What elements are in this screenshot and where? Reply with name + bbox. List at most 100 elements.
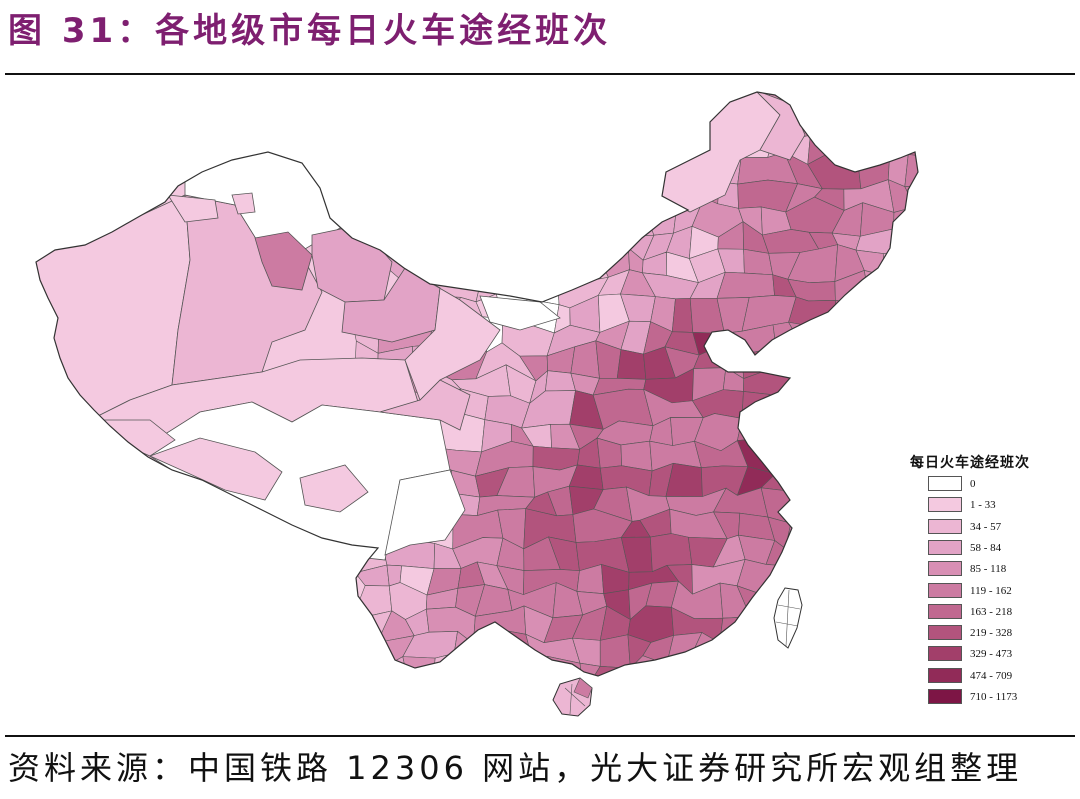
legend-label: 85 - 118 (970, 563, 1007, 576)
map-region (885, 345, 918, 377)
map-region (867, 441, 889, 469)
map-region (916, 375, 918, 404)
map-region (859, 461, 889, 496)
map-region (616, 105, 646, 141)
map-region (666, 92, 694, 115)
map-region (769, 427, 788, 441)
map-region (472, 92, 506, 114)
map-region (450, 708, 483, 732)
map-region (629, 128, 679, 154)
map-region (496, 203, 557, 237)
map-boundary (785, 589, 790, 647)
map-region (448, 653, 488, 676)
map-region (807, 441, 870, 474)
map-region (573, 677, 593, 699)
map-region (363, 124, 389, 158)
map-region (551, 255, 579, 285)
map-region (377, 174, 412, 203)
map-region (859, 532, 888, 565)
map-region (603, 706, 621, 735)
map-region (570, 340, 600, 379)
map-region (406, 224, 435, 256)
map-boundary (777, 604, 801, 610)
map-region (382, 103, 429, 140)
map-region (770, 437, 788, 475)
map-region (767, 701, 809, 735)
map-region (860, 633, 886, 660)
map-region (616, 706, 655, 731)
map-region (546, 92, 580, 113)
map-region (384, 469, 466, 556)
map-region (906, 202, 918, 231)
map-region (455, 253, 488, 285)
map-region (650, 712, 679, 731)
map-region (855, 353, 895, 367)
map-region (471, 181, 505, 213)
map-region (431, 653, 455, 676)
legend-swatch (928, 497, 962, 513)
map-region (594, 197, 623, 238)
map-region (549, 180, 585, 213)
figure-label: 图 31： (8, 11, 156, 51)
map-region (382, 139, 408, 158)
map-region (889, 364, 918, 404)
map-region (889, 392, 918, 422)
map-region (904, 154, 918, 187)
map-region (501, 92, 529, 117)
hainan-island (552, 677, 593, 717)
map-region (402, 656, 436, 676)
map-region (378, 200, 415, 231)
map-region (859, 365, 895, 403)
map-region (481, 706, 507, 731)
map-region (577, 92, 603, 113)
map-region (811, 607, 871, 645)
map-region (410, 200, 440, 231)
taiwan-island (773, 587, 803, 649)
legend-item: 85 - 118 (908, 561, 1073, 577)
map-region (834, 712, 889, 735)
map-region (746, 710, 767, 735)
map-region (550, 211, 582, 234)
map-region (784, 460, 820, 493)
legend-label: 34 - 57 (970, 520, 1002, 533)
map-boundary (569, 683, 573, 715)
map-region (591, 666, 631, 676)
map-region (579, 137, 632, 163)
china-outline (35, 91, 919, 677)
map-region (882, 273, 909, 306)
map-region (867, 581, 896, 612)
map-region (408, 172, 440, 204)
map-region (741, 391, 776, 430)
map-region (768, 390, 822, 429)
map-region (834, 564, 868, 583)
legend-label: 1 - 33 (970, 499, 996, 512)
map-region (311, 224, 393, 303)
map-region (429, 172, 485, 204)
map-region (790, 488, 811, 525)
map-region (577, 107, 603, 140)
legend-swatch (928, 518, 962, 534)
map-region (580, 197, 605, 235)
map-region (254, 231, 313, 291)
map-region (809, 92, 849, 116)
map-region (429, 222, 457, 256)
map-region (622, 149, 645, 190)
map-region (786, 641, 813, 660)
map-region (763, 653, 820, 676)
map-region (787, 414, 822, 447)
china-prefecture-map (35, 91, 919, 735)
map-region (359, 92, 402, 116)
map-region (868, 298, 892, 329)
map-region (621, 176, 646, 213)
map-region (831, 343, 869, 373)
map-region (594, 175, 624, 203)
legend-swatch (928, 667, 962, 683)
map-region (807, 509, 844, 548)
map-region (808, 321, 869, 356)
map-region (354, 202, 381, 234)
map-region (808, 629, 864, 666)
map-region (910, 389, 918, 422)
map-region (551, 225, 582, 258)
figure-title-text: 各地级市每日火车途经班次 (155, 11, 612, 51)
legend-label: 0 (970, 478, 976, 490)
